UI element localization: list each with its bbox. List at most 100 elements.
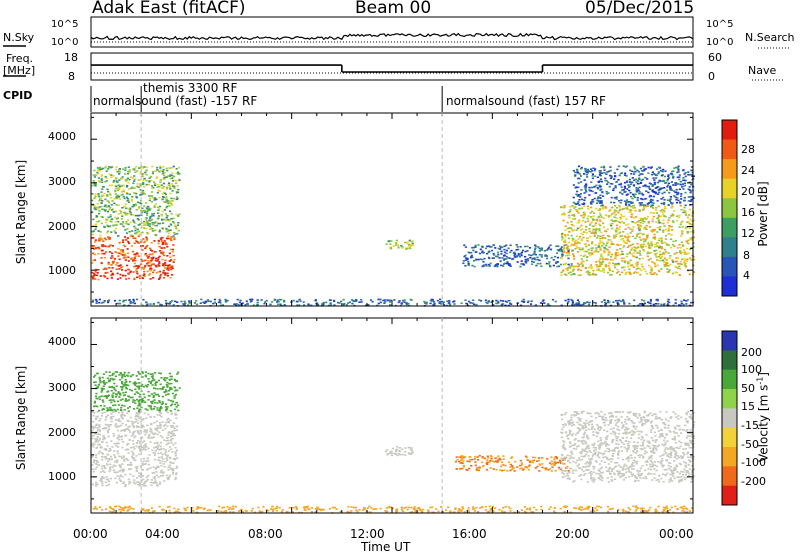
echo-cell <box>653 262 656 264</box>
echo-cell <box>553 464 556 466</box>
echo-cell <box>329 302 332 304</box>
echo-cell <box>634 222 637 224</box>
echo-cell <box>642 443 645 445</box>
echo-cell <box>156 425 159 427</box>
echo-cell <box>553 456 557 459</box>
echo-cell <box>390 247 393 250</box>
echo-cell <box>519 464 522 467</box>
echo-cell <box>135 265 138 267</box>
echo-cell <box>145 446 148 448</box>
echo-cell <box>474 246 477 248</box>
echo-cell <box>632 272 635 274</box>
echo-cell <box>505 255 508 258</box>
echo-cell <box>448 301 451 304</box>
echo-cell <box>642 477 645 479</box>
echo-cell <box>668 228 671 231</box>
echo-cell <box>461 467 464 470</box>
echo-cell <box>630 205 633 208</box>
echo-cell <box>132 168 135 171</box>
echo-cell <box>579 229 582 231</box>
echo-cell <box>661 434 664 437</box>
echo-cell <box>505 301 509 303</box>
echo-cell <box>135 166 138 168</box>
echo-cell <box>354 300 357 302</box>
echo-cell <box>137 386 140 389</box>
echo-cell <box>150 242 153 244</box>
echo-cell <box>597 260 600 262</box>
echo-cell <box>158 208 161 210</box>
echo-cell <box>108 237 111 240</box>
echo-cell <box>675 188 678 191</box>
echo-cell <box>251 298 254 301</box>
echo-cell <box>132 481 135 484</box>
echo-cell <box>147 184 150 186</box>
echo-cell <box>151 263 154 266</box>
echo-cell <box>653 190 656 193</box>
echo-cell <box>121 389 124 391</box>
echo-cell <box>658 246 661 249</box>
echo-cell <box>540 254 543 256</box>
echo-cell <box>666 440 669 442</box>
echo-cell <box>123 371 126 374</box>
echo-cell <box>618 471 621 474</box>
echo-cell <box>676 183 679 185</box>
echo-cell <box>640 263 643 266</box>
echo-cell <box>106 190 110 193</box>
echo-cell <box>149 467 152 469</box>
echo-cell <box>587 220 590 222</box>
echo-cell <box>644 270 647 273</box>
echo-cell <box>580 440 583 442</box>
echo-cell <box>503 254 506 256</box>
echo-cell <box>535 264 538 267</box>
echo-cell <box>563 441 566 443</box>
echo-cell <box>590 168 593 170</box>
echo-cell <box>144 221 147 224</box>
echo-cell <box>139 429 142 432</box>
echo-cell <box>580 262 583 265</box>
echo-cell <box>603 169 606 171</box>
echo-cell <box>118 396 121 398</box>
echo-cell <box>177 409 180 412</box>
echo-cell <box>613 264 616 267</box>
echo-cell <box>670 189 673 191</box>
echo-cell <box>575 242 578 245</box>
echo-cell <box>149 381 152 383</box>
echo-cell <box>163 174 166 177</box>
echo-cell <box>629 169 632 172</box>
echo-cell <box>332 299 336 302</box>
echo-cell <box>108 374 111 377</box>
echo-cell <box>142 298 145 301</box>
echo-cell <box>109 378 112 380</box>
echo-cell <box>618 274 622 276</box>
echo-cell <box>398 450 401 453</box>
echo-cell <box>96 405 99 408</box>
echo-cell <box>165 390 168 393</box>
echo-cell <box>637 228 640 230</box>
echo-cell <box>627 262 630 265</box>
echo-cell <box>641 441 645 444</box>
echo-cell <box>629 232 632 234</box>
echo-cell <box>132 454 135 456</box>
echo-cell <box>152 408 155 410</box>
echo-cell <box>157 257 160 259</box>
echo-cell <box>111 466 114 469</box>
echo-cell <box>558 265 561 268</box>
echo-cell <box>98 181 101 183</box>
echo-cell <box>151 373 154 375</box>
echo-cell <box>496 255 499 258</box>
echo-cell <box>560 304 563 307</box>
echo-cell <box>107 394 110 396</box>
echo-cell <box>608 262 611 264</box>
echo-cell <box>150 484 153 487</box>
echo-cell <box>474 461 477 463</box>
echo-cell <box>621 208 625 210</box>
echo-cell <box>92 252 95 255</box>
echo-cell <box>151 257 154 260</box>
echo-cell <box>143 273 146 275</box>
echo-cell <box>606 171 609 173</box>
echo-cell <box>528 254 531 256</box>
echo-cell <box>514 253 517 255</box>
echo-cell <box>646 236 649 238</box>
echo-cell <box>116 400 120 403</box>
echo-cell <box>100 202 103 205</box>
